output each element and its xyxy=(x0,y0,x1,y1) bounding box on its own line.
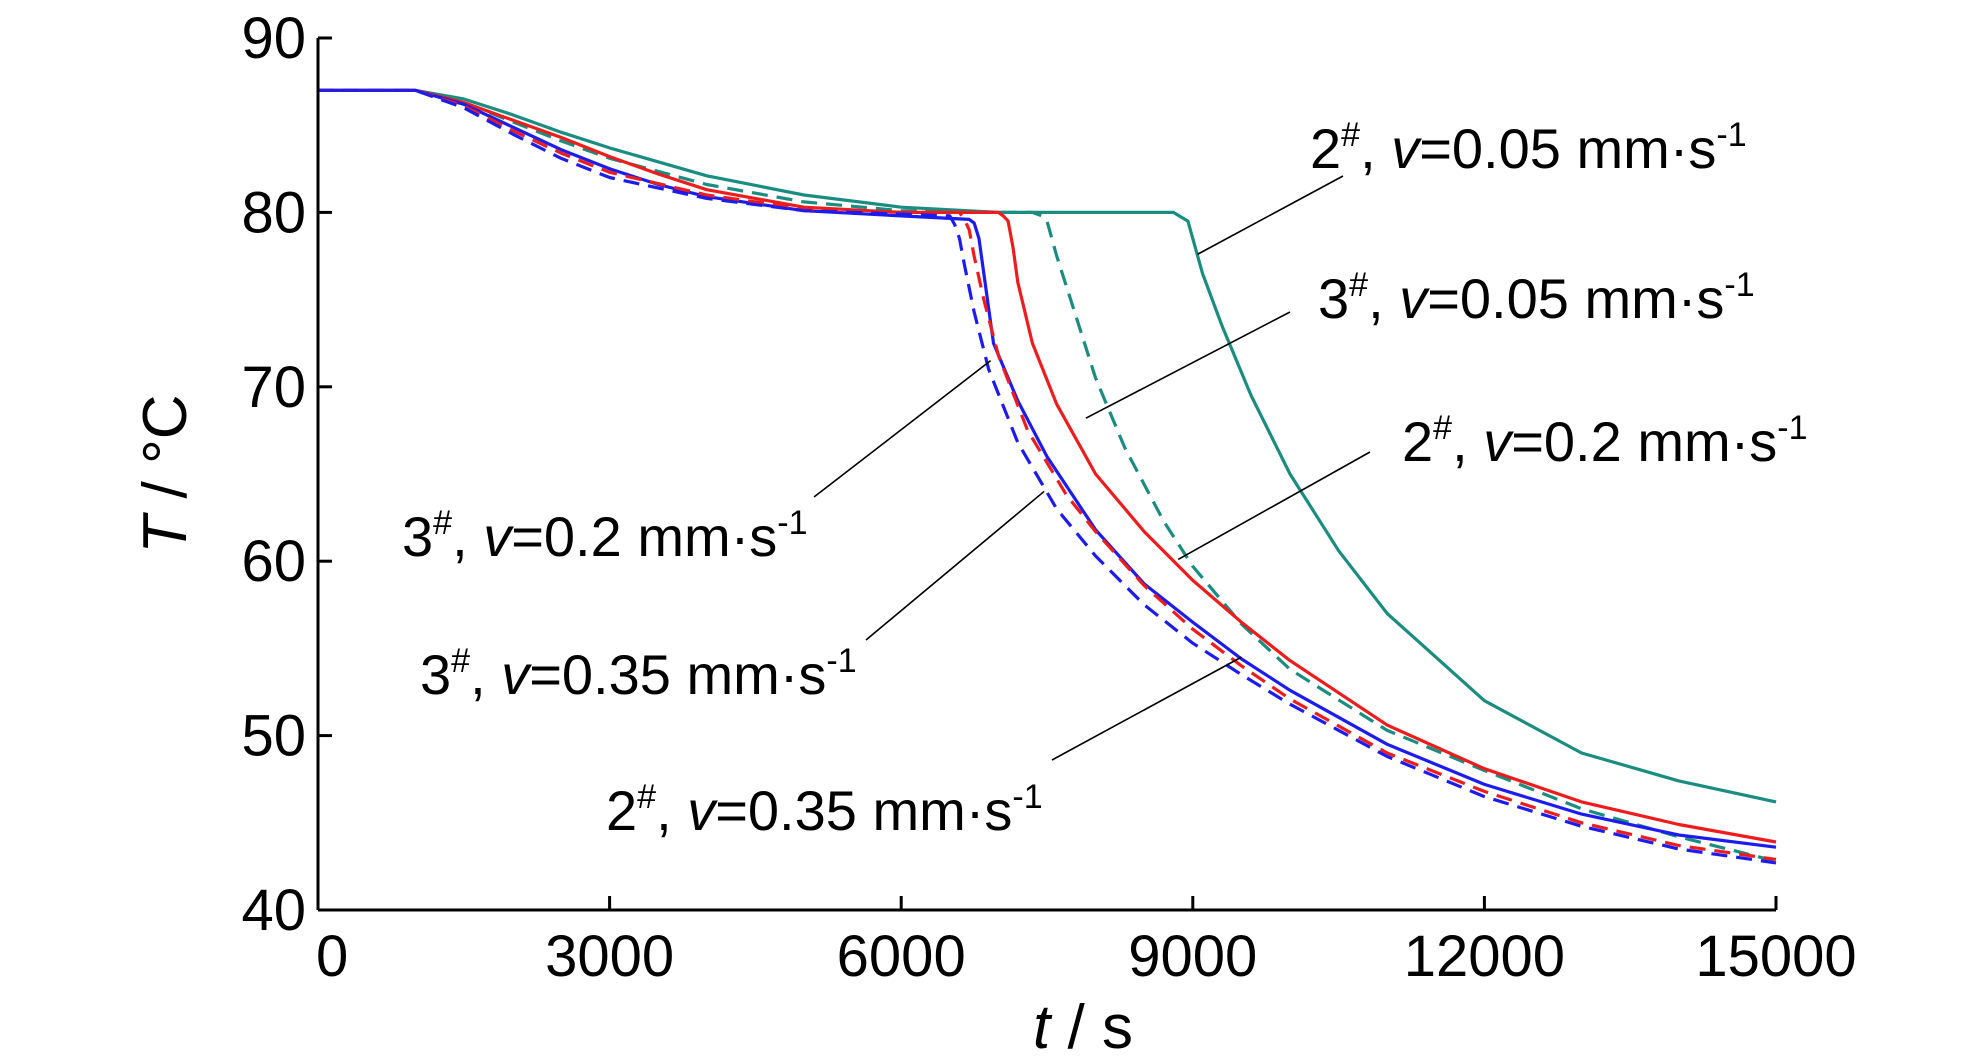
x-tick-label: 6000 xyxy=(837,924,966,989)
leader-layer xyxy=(813,175,1371,761)
x-tick-label: 0 xyxy=(316,924,348,989)
annotation-leader-line xyxy=(1197,175,1344,255)
series-annotation-3: 2#, v=0.2 mm·s-1 xyxy=(1402,409,1808,473)
y-axis-label: T / °C xyxy=(131,394,200,553)
series-annotation-1: 2#, v=0.05 mm·s-1 xyxy=(1310,116,1747,180)
y-tick-label: 50 xyxy=(241,704,306,769)
annotation-leader-line xyxy=(1085,311,1291,419)
annotation-leader-line xyxy=(1051,656,1242,761)
series-line-3 xyxy=(318,88,1777,844)
x-tick-label: 3000 xyxy=(545,924,674,989)
y-tick-label: 70 xyxy=(241,355,306,420)
x-tick-label: 12000 xyxy=(1404,924,1565,989)
series-annotation-4: 3#, v=0.2 mm·s-1 xyxy=(402,504,808,568)
series-layer xyxy=(318,88,1777,865)
axes xyxy=(316,38,1776,912)
annotation-leader-line xyxy=(1177,451,1371,561)
series-line-1 xyxy=(318,88,1777,804)
y-tick-label: 80 xyxy=(241,180,306,245)
y-tick-label: 90 xyxy=(241,6,306,71)
series-annotation-6: 2#, v=0.35 mm·s-1 xyxy=(606,778,1043,842)
x-tick-label: 15000 xyxy=(1695,924,1856,989)
y-tick-label: 60 xyxy=(241,529,306,594)
series-annotation-2: 3#, v=0.05 mm·s-1 xyxy=(1318,266,1755,330)
tick-layer: 0 3000 6000 9000 12000 15000 40 50 60 70 80 90 xyxy=(241,6,1856,989)
x-tick-label: 9000 xyxy=(1128,924,1257,989)
annotation-leader-line xyxy=(813,360,992,498)
series-line-6 xyxy=(318,88,1777,865)
y-tick-label: 40 xyxy=(241,878,306,943)
annotation-layer: 2#, v=0.05 mm·s-1 3#, v=0.05 mm·s-1 2#, v=… xyxy=(402,116,1808,842)
series-line-4 xyxy=(318,88,1777,849)
annotation-leader-line xyxy=(865,490,1045,641)
series-line-5 xyxy=(318,88,1777,861)
series-annotation-5: 3#, v=0.35 mm·s-1 xyxy=(420,642,857,706)
x-axis-label: t / s xyxy=(1033,993,1133,1062)
series-line-2 xyxy=(318,88,1777,863)
